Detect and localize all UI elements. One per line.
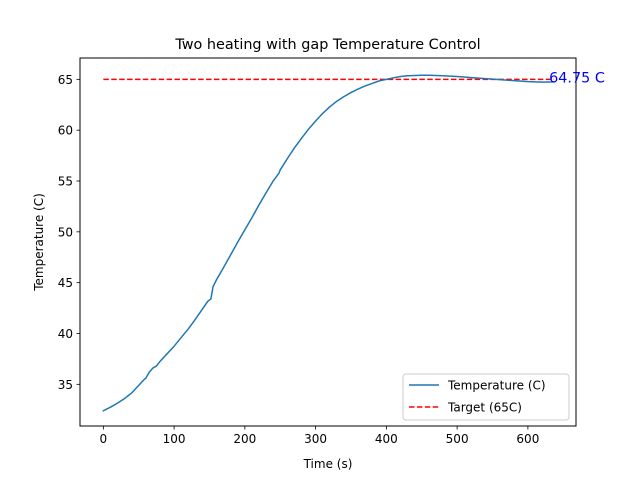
y-tick-label: 40 bbox=[58, 327, 73, 341]
y-tick-label: 45 bbox=[58, 276, 73, 290]
legend-label-temperature: Temperature (C) bbox=[447, 379, 546, 393]
x-axis-ticks: 0 100 200 300 400 500 600 bbox=[100, 426, 539, 446]
y-tick-label: 65 bbox=[58, 73, 73, 87]
final-value-annotation: 64.75 C bbox=[549, 70, 605, 86]
y-axis-ticks: 35 40 45 50 55 60 65 bbox=[58, 73, 80, 392]
x-axis-label: Time (s) bbox=[303, 457, 353, 471]
x-tick-label: 0 bbox=[100, 432, 108, 446]
legend-label-target: Target (65C) bbox=[447, 401, 522, 415]
plot-content bbox=[102, 74, 555, 412]
x-tick-label: 500 bbox=[446, 432, 469, 446]
legend-box bbox=[402, 373, 570, 421]
x-tick-label: 200 bbox=[233, 432, 256, 446]
x-tick-label: 300 bbox=[304, 432, 327, 446]
series-line-temperature bbox=[102, 74, 555, 412]
x-tick-label: 600 bbox=[516, 432, 539, 446]
y-tick-label: 55 bbox=[58, 175, 73, 189]
x-tick-label: 100 bbox=[163, 432, 186, 446]
x-tick-label: 400 bbox=[375, 432, 398, 446]
y-tick-label: 50 bbox=[58, 225, 73, 239]
y-axis-label: Temperature (C) bbox=[32, 193, 46, 292]
y-tick-label: 60 bbox=[58, 124, 73, 138]
chart-title: Two heating with gap Temperature Control bbox=[174, 37, 480, 53]
plot-frame bbox=[79, 57, 577, 427]
legend: Temperature (C) Target (65C) bbox=[402, 373, 570, 421]
y-tick-label: 35 bbox=[58, 378, 73, 392]
